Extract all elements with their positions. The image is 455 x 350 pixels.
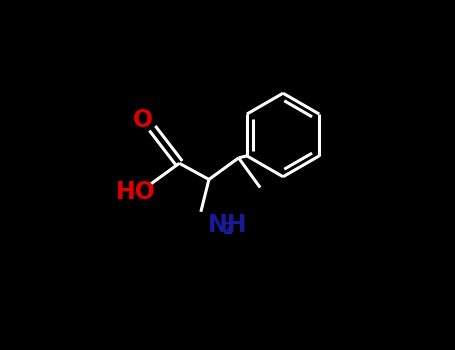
Text: NH: NH [207,213,247,237]
Text: HO: HO [116,180,156,204]
Text: 2: 2 [223,222,234,237]
Text: O: O [133,108,153,132]
